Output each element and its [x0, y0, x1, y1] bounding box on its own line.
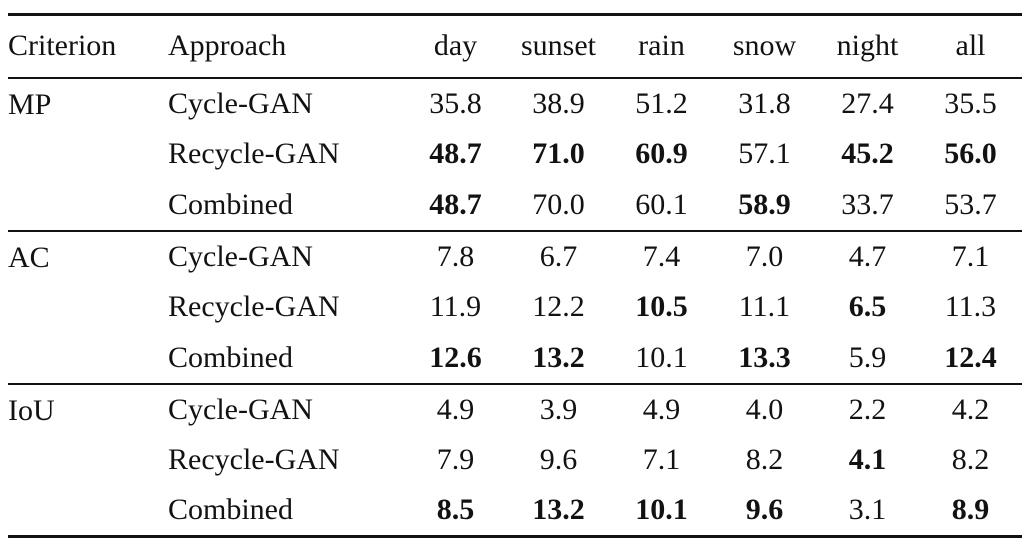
value-cell: 48.7: [429, 137, 482, 170]
value-cell: 60.1: [635, 187, 688, 221]
approach-label: Cycle-GAN: [168, 86, 313, 120]
value-cell: 4.9: [642, 392, 681, 426]
value-cell: 12.6: [429, 340, 482, 374]
criterion-label: MP: [8, 87, 52, 121]
value-cell: 33.7: [841, 187, 894, 221]
value-cell: 57.1: [738, 137, 791, 170]
results-table: Criterion Approach day sunset rain snow night a…: [8, 13, 1022, 538]
value-cell: 7.0: [745, 239, 784, 273]
table-row: Recycle-GAN 7.9 9.6 7.1 8.2 4.1 8.2: [8, 435, 1022, 486]
value-cell: 7.9: [436, 443, 475, 476]
column-header-snow: snow: [732, 29, 797, 63]
value-cell: 13.3: [738, 340, 791, 374]
value-cell: 8.9: [951, 493, 990, 527]
column-header-approach: Approach: [168, 29, 287, 63]
value-cell: 4.9: [436, 392, 475, 426]
value-cell: 11.3: [944, 290, 997, 323]
value-cell: 7.1: [642, 443, 681, 476]
value-cell: 7.1: [951, 239, 990, 273]
value-cell: 10.1: [635, 493, 688, 527]
approach-label: Recycle-GAN: [168, 290, 340, 323]
value-cell: 11.1: [738, 290, 791, 323]
value-cell: 11.9: [429, 290, 482, 323]
value-cell: 3.9: [539, 392, 578, 426]
criterion-label: IoU: [8, 393, 55, 427]
approach-label: Cycle-GAN: [168, 239, 313, 273]
column-header-day: day: [433, 29, 478, 63]
value-cell: 12.2: [532, 290, 585, 323]
value-cell: 48.7: [429, 187, 482, 221]
table-row: Combined 48.7 70.0 60.1 58.9 33.7 53.7: [8, 180, 1022, 231]
value-cell: 51.2: [635, 86, 688, 120]
value-cell: 6.5: [848, 290, 887, 323]
value-cell: 13.2: [532, 340, 585, 374]
value-cell: 31.8: [738, 86, 791, 120]
value-cell: 45.2: [841, 137, 894, 170]
value-cell: 4.2: [951, 392, 990, 426]
section-mp: MP Cycle-GAN 35.8 38.9 51.2 31.8 27.4 35.5 Recyc…: [8, 77, 1022, 231]
value-cell: 12.4: [944, 340, 997, 374]
value-cell: 35.5: [944, 86, 997, 120]
results-table-head-row: Criterion Approach day sunset rain snow night a…: [8, 15, 1022, 78]
value-cell: 3.1: [848, 493, 887, 527]
column-header-all: all: [955, 29, 986, 63]
column-header-rain: rain: [638, 29, 685, 63]
column-header-criterion: Criterion: [8, 29, 117, 63]
table-row: AC Cycle-GAN 7.8 6.7 7.4 7.0 4.7 7.1: [8, 231, 1022, 282]
table-row: Recycle-GAN 48.7 71.0 60.9 57.1 45.2 56.0: [8, 129, 1022, 180]
column-header-night: night: [836, 29, 899, 63]
value-cell: 4.7: [848, 239, 887, 273]
value-cell: 8.2: [745, 443, 784, 476]
table-row: Combined 8.5 13.2 10.1 9.6 3.1 8.9: [8, 486, 1022, 537]
approach-label: Combined: [168, 187, 293, 221]
table-row: Combined 12.6 13.2 10.1 13.3 5.9 12.4: [8, 333, 1022, 384]
value-cell: 2.2: [848, 392, 887, 426]
value-cell: 56.0: [944, 137, 997, 170]
value-cell: 8.5: [436, 493, 475, 527]
table-row: MP Cycle-GAN 35.8 38.9 51.2 31.8 27.4 35.5: [8, 78, 1022, 129]
value-cell: 38.9: [532, 86, 585, 120]
value-cell: 6.7: [539, 239, 578, 273]
value-cell: 9.6: [539, 443, 578, 476]
value-cell: 60.9: [635, 137, 688, 170]
value-cell: 70.0: [532, 187, 585, 221]
results-table-header: Criterion Approach day sunset rain snow night a…: [8, 15, 1022, 78]
approach-label: Recycle-GAN: [168, 443, 340, 476]
approach-label: Cycle-GAN: [168, 392, 313, 426]
value-cell: 13.2: [532, 493, 585, 527]
value-cell: 7.4: [642, 239, 681, 273]
approach-label: Combined: [168, 340, 293, 374]
column-header-sunset: sunset: [521, 29, 596, 63]
value-cell: 10.1: [635, 340, 688, 374]
section-ac: AC Cycle-GAN 7.8 6.7 7.4 7.0 4.7 7.1 Recycle-GAN…: [8, 230, 1022, 384]
value-cell: 4.1: [848, 443, 887, 476]
value-cell: 27.4: [841, 86, 894, 120]
value-cell: 10.5: [635, 290, 688, 323]
value-cell: 7.8: [436, 239, 475, 273]
approach-label: Combined: [168, 493, 293, 527]
table-row: IoU Cycle-GAN 4.9 3.9 4.9 4.0 2.2 4.2: [8, 384, 1022, 435]
section-iou: IoU Cycle-GAN 4.9 3.9 4.9 4.0 2.2 4.2 Recycle-GA…: [8, 383, 1022, 537]
value-cell: 9.6: [745, 493, 784, 527]
value-cell: 71.0: [532, 137, 585, 170]
value-cell: 53.7: [944, 187, 997, 221]
value-cell: 4.0: [745, 392, 784, 426]
value-cell: 8.2: [951, 443, 990, 476]
value-cell: 5.9: [848, 340, 887, 374]
value-cell: 58.9: [738, 187, 791, 221]
approach-label: Recycle-GAN: [168, 137, 340, 170]
value-cell: 35.8: [429, 86, 482, 120]
criterion-label: AC: [8, 240, 50, 274]
table-row: Recycle-GAN 11.9 12.2 10.5 11.1 6.5 11.3: [8, 282, 1022, 333]
